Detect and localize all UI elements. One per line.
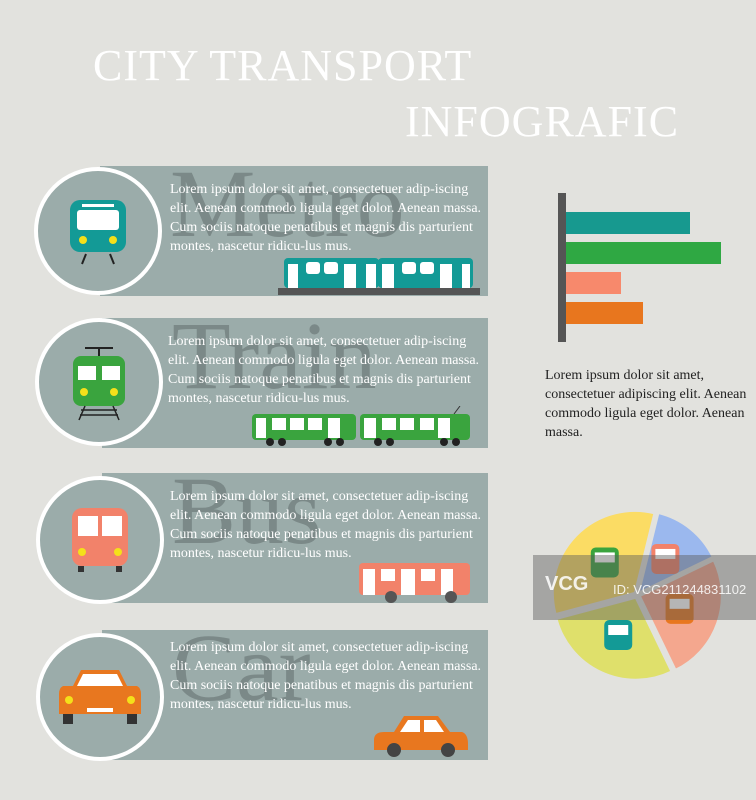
bar-2 <box>566 272 621 294</box>
metro-icon-circle <box>34 167 162 295</box>
bus-vehicle-icon <box>359 563 470 603</box>
side-description: Lorem ipsum dolor sit amet, consectetuer… <box>545 368 747 440</box>
pie-chart <box>551 509 723 681</box>
car-text: Lorem ipsum dolor sit amet, consectetuer… <box>170 640 482 712</box>
metro-window <box>608 625 629 636</box>
train-vehicle-icon <box>252 406 470 446</box>
bus-text: Lorem ipsum dolor sit amet, consectetuer… <box>170 489 482 561</box>
metro-ghost-label: Metro <box>170 166 405 257</box>
bus-panel: Bus Lorem ipsum dolor sit amet, consecte… <box>102 473 488 603</box>
train-icon <box>73 347 125 421</box>
metro-vehicle-icon <box>278 258 480 295</box>
train-text: Lorem ipsum dolor sit amet, consectetuer… <box>168 334 480 406</box>
bus-icon <box>72 508 128 572</box>
metro-icon <box>70 200 126 265</box>
train-panel: Train Lorem ipsum dolor sit amet, consec… <box>102 318 488 448</box>
metro-panel: Metro Lorem ipsum dolor sit amet, consec… <box>100 166 488 296</box>
car-window <box>669 598 690 609</box>
watermark: VCG ID: VCG211244831102 <box>533 555 756 620</box>
train-icon-circle <box>35 318 163 446</box>
car-icon <box>59 670 141 724</box>
watermark-brand: VCG <box>545 573 589 595</box>
watermark-id: ID: VCG211244831102 <box>613 582 747 597</box>
bar-0 <box>566 212 690 234</box>
bar-1 <box>566 242 721 264</box>
title-line2: INFOGRAFIC <box>405 97 680 146</box>
car-panel: Car Lorem ipsum dolor sit amet, consecte… <box>102 630 488 760</box>
train-window <box>594 552 615 563</box>
bus-icon-circle <box>36 476 164 604</box>
title-line1: CITY TRANSPORT <box>93 41 473 90</box>
train-ghost-label: Train <box>172 318 377 409</box>
car-vehicle-icon <box>374 716 468 757</box>
bus-window <box>655 548 676 559</box>
metro-text: Lorem ipsum dolor sit amet, consectetuer… <box>170 182 482 254</box>
car-icon-circle <box>36 633 164 761</box>
car-ghost-label: Car <box>172 630 311 721</box>
bus-ghost-label: Bus <box>172 473 322 564</box>
bar-chart-axis <box>558 193 566 342</box>
bar-3 <box>566 302 643 324</box>
